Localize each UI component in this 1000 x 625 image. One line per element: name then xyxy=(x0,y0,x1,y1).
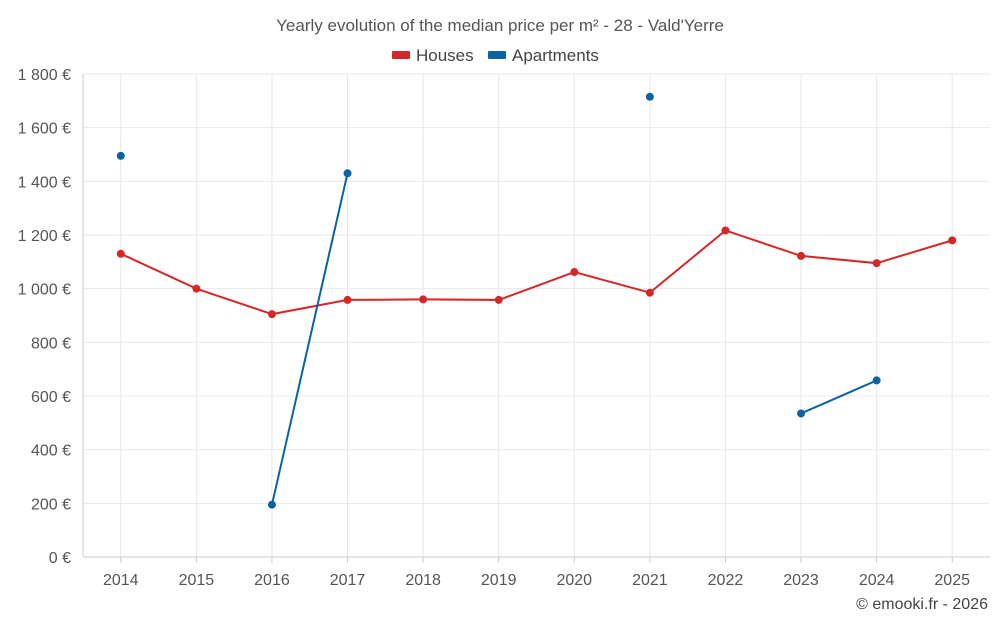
data-point-apartments[interactable] xyxy=(267,500,276,509)
legend-item-houses[interactable]: Houses xyxy=(392,46,474,65)
x-tick-label: 2020 xyxy=(556,572,592,589)
legend[interactable]: Houses Apartments xyxy=(392,46,599,65)
data-point-houses[interactable] xyxy=(192,284,201,293)
data-point-apartments[interactable] xyxy=(343,169,352,178)
data-point-houses[interactable] xyxy=(419,295,428,304)
y-tick-label: 1 200 € xyxy=(18,228,71,245)
data-point-houses[interactable] xyxy=(872,259,881,268)
data-point-houses[interactable] xyxy=(267,310,276,319)
y-tick-label: 600 € xyxy=(31,389,71,406)
grid xyxy=(83,73,990,557)
y-tick-label: 1 800 € xyxy=(18,67,71,84)
series xyxy=(116,92,957,509)
y-tick-label: 1 000 € xyxy=(18,282,71,299)
data-point-houses[interactable] xyxy=(797,251,806,260)
legend-swatch-houses xyxy=(392,51,410,59)
legend-swatch-apartments xyxy=(488,51,506,59)
series-line-apartments xyxy=(800,379,878,415)
x-tick-label: 2024 xyxy=(859,572,895,589)
series-line-houses xyxy=(120,229,953,316)
data-point-houses[interactable] xyxy=(494,295,503,304)
x-tick-label: 2016 xyxy=(254,572,290,589)
y-tick-label: 1 600 € xyxy=(18,121,71,138)
legend-label-houses: Houses xyxy=(416,46,474,65)
y-tick-label: 1 400 € xyxy=(18,174,71,191)
x-tick-label: 2014 xyxy=(103,572,139,589)
x-tick-label: 2017 xyxy=(330,572,366,589)
data-point-houses[interactable] xyxy=(343,295,352,304)
x-tick-label: 2019 xyxy=(481,572,517,589)
x-tick-label: 2021 xyxy=(632,572,668,589)
data-point-houses[interactable] xyxy=(116,249,125,258)
series-line-apartments xyxy=(270,173,349,505)
legend-item-apartments[interactable]: Apartments xyxy=(488,46,599,65)
x-tick-label: 2023 xyxy=(783,572,819,589)
data-point-apartments[interactable] xyxy=(797,409,806,418)
data-point-houses[interactable] xyxy=(570,268,579,277)
data-point-apartments[interactable] xyxy=(116,151,125,160)
legend-label-apartments: Apartments xyxy=(512,46,599,65)
y-tick-label: 0 € xyxy=(49,550,71,567)
x-tick-label: 2022 xyxy=(708,572,744,589)
axes: 0 € 200 € 400 € 600 € 800 € 1 000 € 1 200 € 1 4… xyxy=(18,67,990,589)
x-tick-label: 2015 xyxy=(179,572,215,589)
data-point-apartments[interactable] xyxy=(872,376,881,385)
data-point-houses[interactable] xyxy=(948,236,957,245)
x-tick-label: 2018 xyxy=(405,572,441,589)
data-point-houses[interactable] xyxy=(645,288,654,297)
data-point-apartments[interactable] xyxy=(645,92,654,101)
x-tick-label: 2025 xyxy=(934,572,970,589)
data-point-houses[interactable] xyxy=(721,226,730,235)
credit: © emooki.fr - 2026 xyxy=(856,596,988,613)
y-tick-label: 200 € xyxy=(31,496,71,513)
chart-title: Yearly evolution of the median price per… xyxy=(276,16,724,35)
y-tick-label: 800 € xyxy=(31,335,71,352)
y-tick-label: 400 € xyxy=(31,443,71,460)
